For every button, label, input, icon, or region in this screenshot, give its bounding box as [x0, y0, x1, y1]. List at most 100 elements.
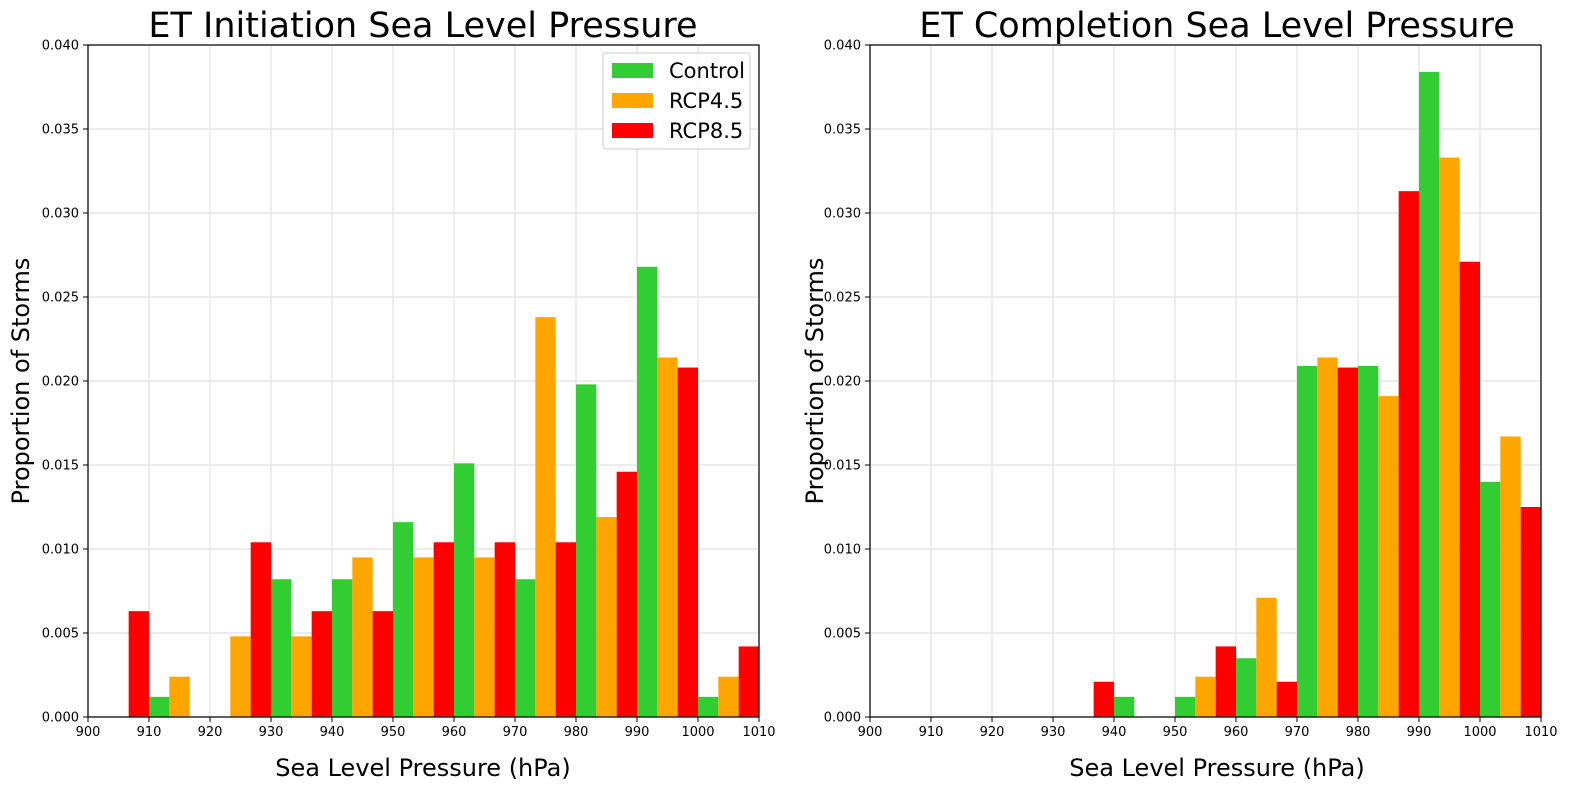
legend-label: RCP4.5: [669, 89, 743, 113]
bar-control: [1419, 71, 1440, 717]
bar-rcp8-5: [1276, 681, 1297, 717]
bar-rcp8-5: [1520, 507, 1541, 717]
legend-swatch: [612, 93, 653, 108]
y-tick-label: 0.030: [824, 207, 861, 222]
bar-control: [1480, 481, 1501, 717]
y-tick-label: 0.000: [824, 711, 861, 726]
bar-rcp4-5: [1439, 157, 1460, 717]
bar-rcp4-5: [596, 517, 617, 717]
bar-rcp8-5: [494, 542, 515, 717]
bar-rcp8-5: [1398, 191, 1419, 717]
x-tick-label: 990: [625, 725, 650, 740]
bar-rcp8-5: [616, 471, 637, 717]
bar-control: [454, 463, 475, 717]
initiation-chart-panel: 900 910 920 930 940 950 960 970 980 990 1000 1010 0.…: [7, 6, 776, 782]
bar-rcp4-5: [1256, 597, 1277, 717]
bar-rcp4-5: [230, 636, 251, 717]
bar-rcp8-5: [372, 611, 393, 717]
chart-title: ET Initiation Sea Level Pressure: [148, 6, 697, 46]
y-tick-label: 0.030: [42, 207, 79, 222]
y-tick-label: 0.035: [824, 123, 861, 138]
bar-rcp4-5: [1195, 676, 1216, 717]
bar-rcp4-5: [413, 557, 434, 717]
y-tick-label: 0.005: [824, 627, 861, 642]
y-tick-label: 0.040: [824, 39, 861, 54]
bar-rcp4-5: [1500, 436, 1521, 717]
x-tick-label: 1000: [1463, 725, 1496, 740]
x-tick-label: 950: [1163, 725, 1188, 740]
bar-control: [1297, 365, 1318, 717]
y-tick-label: 0.000: [42, 711, 79, 726]
bar-rcp8-5: [1459, 261, 1480, 717]
bar-rcp8-5: [738, 646, 759, 717]
x-tick-label: 900: [858, 725, 883, 740]
x-tick-label: 980: [1346, 725, 1371, 740]
bar-control: [1114, 696, 1135, 717]
x-tick-label: 940: [1102, 725, 1127, 740]
bar-control: [1358, 365, 1379, 717]
bar-rcp4-5: [718, 676, 739, 717]
completion-chart-panel: 900 910 920 930 940 950 960 970 980 990 1000 1010 0.…: [801, 6, 1558, 782]
bar-rcp4-5: [535, 317, 556, 717]
legend-swatch: [612, 63, 653, 78]
y-tick-label: 0.005: [42, 627, 79, 642]
plot-area: 900 910 920 930 940 950 960 970 980 990 1000 1010 0.…: [42, 39, 776, 741]
legend-label: RCP8.5: [669, 119, 743, 143]
y-tick-label: 0.010: [42, 543, 79, 558]
bar-rcp4-5: [657, 357, 678, 717]
bar-control: [149, 696, 170, 717]
bar-control: [637, 266, 658, 717]
y-tick-label: 0.015: [824, 459, 861, 474]
y-axis-label: Proportion of Storms: [7, 258, 35, 505]
bar-rcp4-5: [1317, 357, 1338, 717]
bar-rcp4-5: [291, 636, 312, 717]
bar-rcp8-5: [433, 542, 454, 717]
legend-label: Control: [669, 59, 745, 83]
bar-control: [1175, 696, 1196, 717]
bar-rcp8-5: [1215, 646, 1236, 717]
x-tick-label: 920: [198, 725, 223, 740]
y-tick-label: 0.020: [42, 375, 79, 390]
y-tick-label: 0.035: [42, 123, 79, 138]
y-tick-label: 0.015: [42, 459, 79, 474]
x-tick-label: 930: [259, 725, 284, 740]
x-tick-label: 930: [1041, 725, 1066, 740]
bar-control: [698, 696, 719, 717]
bar-control: [393, 522, 414, 717]
x-axis-label: Sea Level Pressure (hPa): [275, 754, 570, 782]
bar-rcp4-5: [352, 557, 373, 717]
x-tick-label: 970: [503, 725, 528, 740]
bar-control: [332, 579, 353, 717]
legend: Control RCP4.5 RCP8.5: [602, 52, 751, 150]
x-tick-label: 960: [442, 725, 467, 740]
x-tick-label: 1010: [742, 725, 775, 740]
x-tick-label: 960: [1224, 725, 1249, 740]
x-tick-label: 980: [564, 725, 589, 740]
x-tick-label: 940: [320, 725, 345, 740]
chart-title: ET Completion Sea Level Pressure: [919, 6, 1515, 46]
x-tick-label: 910: [919, 725, 944, 740]
bar-rcp8-5: [1337, 367, 1358, 717]
bar-rcp4-5: [169, 676, 190, 717]
y-axis-label: Proportion of Storms: [801, 258, 829, 505]
bar-rcp8-5: [128, 611, 149, 717]
bar-rcp4-5: [474, 557, 495, 717]
bar-rcp8-5: [250, 542, 271, 717]
x-tick-label: 970: [1285, 725, 1310, 740]
x-tick-label: 920: [980, 725, 1005, 740]
x-tick-label: 1000: [681, 725, 714, 740]
x-tick-label: 990: [1407, 725, 1432, 740]
bar-rcp8-5: [555, 542, 576, 717]
y-tick-label: 0.020: [824, 375, 861, 390]
y-tick-label: 0.010: [824, 543, 861, 558]
bar-rcp8-5: [1093, 681, 1114, 717]
bar-rcp8-5: [677, 367, 698, 717]
bar-control: [515, 579, 536, 717]
bar-rcp8-5: [311, 611, 332, 717]
bar-control: [576, 384, 597, 717]
y-tick-label: 0.040: [42, 39, 79, 54]
bar-control: [1236, 658, 1257, 717]
y-tick-label: 0.025: [42, 291, 79, 306]
y-tick-label: 0.025: [824, 291, 861, 306]
